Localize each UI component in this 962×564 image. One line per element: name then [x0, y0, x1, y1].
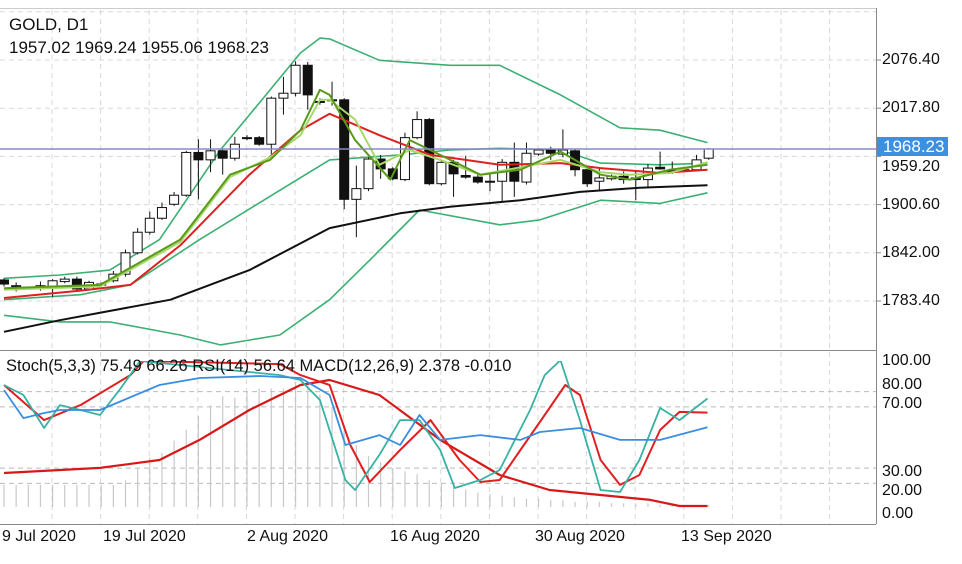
ma-light-green-line	[3, 98, 708, 291]
sma-long-line	[3, 184, 708, 333]
candle-body-up	[436, 161, 447, 185]
current-price-tag: 1968.23	[877, 137, 949, 156]
candle-body-up	[120, 252, 131, 275]
osc-tick: 100.00	[882, 352, 931, 369]
candle-body-up	[703, 148, 714, 159]
moving-averages	[3, 88, 708, 333]
candle	[703, 148, 714, 160]
bb-lower-line	[3, 192, 708, 346]
candle	[156, 202, 167, 220]
osc-tick: 20.00	[882, 482, 923, 499]
candle-body-up	[242, 137, 252, 140]
candle-body-up	[229, 143, 240, 159]
candle-body-up	[533, 149, 544, 155]
ohlc-readout: 1957.02 1969.24 1955.06 1968.23	[9, 38, 269, 57]
candle	[181, 150, 192, 197]
price-tick: 1900.60	[882, 196, 940, 213]
candle-body-down	[582, 169, 593, 185]
candle-body-down	[254, 137, 265, 145]
candle-body-up	[266, 97, 277, 145]
candle-body-up	[351, 188, 362, 200]
date-tick: 9 Jul 2020	[2, 528, 76, 545]
candle	[472, 174, 483, 184]
price-tick: 1842.00	[882, 244, 940, 261]
osc-tick: 30.00	[882, 463, 923, 480]
candle	[0, 278, 9, 287]
candle-body-up	[594, 177, 605, 182]
candle-body-up	[363, 158, 374, 190]
candle	[302, 61, 313, 110]
grid	[0, 10, 881, 524]
osc-tick: 80.00	[882, 376, 923, 393]
candle	[278, 76, 289, 115]
candle-body-down	[193, 151, 204, 161]
candle-body-down	[71, 278, 82, 290]
candle	[436, 159, 447, 186]
candle	[59, 276, 70, 284]
candle	[351, 165, 362, 238]
candle-body-down	[655, 166, 666, 170]
candle	[375, 154, 386, 179]
candle	[485, 172, 495, 192]
candle-body-up	[132, 231, 143, 254]
candle-body-down	[0, 279, 9, 285]
candlesticks	[0, 61, 714, 298]
candle-body-up	[290, 64, 301, 94]
symbol-timeframe: GOLD, D1	[9, 15, 89, 34]
ma-red-line	[3, 112, 708, 299]
candle-body-down	[460, 174, 471, 178]
candle	[691, 154, 702, 172]
oscillator-panel	[3, 361, 710, 508]
candle-body-up	[169, 194, 180, 205]
price-tick: 1783.40	[882, 292, 940, 309]
candle	[132, 228, 143, 255]
candle-body-up	[412, 119, 423, 139]
stoch-d-line	[3, 361, 708, 486]
candle	[290, 61, 301, 97]
candle-body-up	[156, 207, 167, 219]
candle-body-down	[302, 64, 313, 96]
macd-signal-line	[3, 378, 708, 508]
stoch-k-line	[3, 361, 709, 493]
candle	[655, 151, 666, 170]
candle	[169, 191, 180, 206]
ma-dark-green-line	[3, 88, 708, 290]
candle	[582, 168, 593, 187]
date-tick: 16 Aug 2020	[390, 528, 480, 545]
indicator-readout: Stoch(5,3,3) 75.49 66.26 RSI(14) 56.64 M…	[6, 357, 512, 375]
candle	[205, 139, 216, 173]
date-tick: 2 Aug 2020	[247, 528, 328, 545]
osc-tick: 70.00	[882, 395, 923, 412]
osc-tick: 0.00	[882, 505, 914, 522]
date-tick: 30 Aug 2020	[535, 528, 625, 545]
candle	[71, 276, 82, 292]
candle	[144, 211, 155, 235]
rsi-line	[3, 375, 708, 446]
price-tick: 2076.40	[882, 51, 940, 68]
candle-body-up	[205, 150, 216, 161]
date-tick: 19 Jul 2020	[103, 528, 186, 545]
bb-upper-line	[3, 37, 708, 280]
candle	[630, 171, 641, 201]
candle	[412, 111, 423, 140]
candle-body-down	[217, 150, 228, 159]
candle-body-up	[181, 151, 192, 196]
price-tick: 2017.80	[882, 99, 940, 116]
date-tick: 13 Sep 2020	[681, 528, 772, 545]
candle-body-up	[144, 217, 155, 233]
candle	[363, 157, 374, 192]
candle-body-up	[278, 92, 289, 99]
price-tick: 1959.20	[882, 158, 940, 175]
candle	[217, 149, 228, 175]
candle	[266, 96, 277, 155]
frame	[0, 8, 877, 525]
candle-body-down	[472, 176, 483, 183]
candle-body-up	[485, 180, 495, 183]
candle-body-down	[545, 149, 556, 154]
candle	[254, 135, 265, 146]
candle-body-up	[59, 278, 70, 283]
candle	[242, 135, 252, 141]
